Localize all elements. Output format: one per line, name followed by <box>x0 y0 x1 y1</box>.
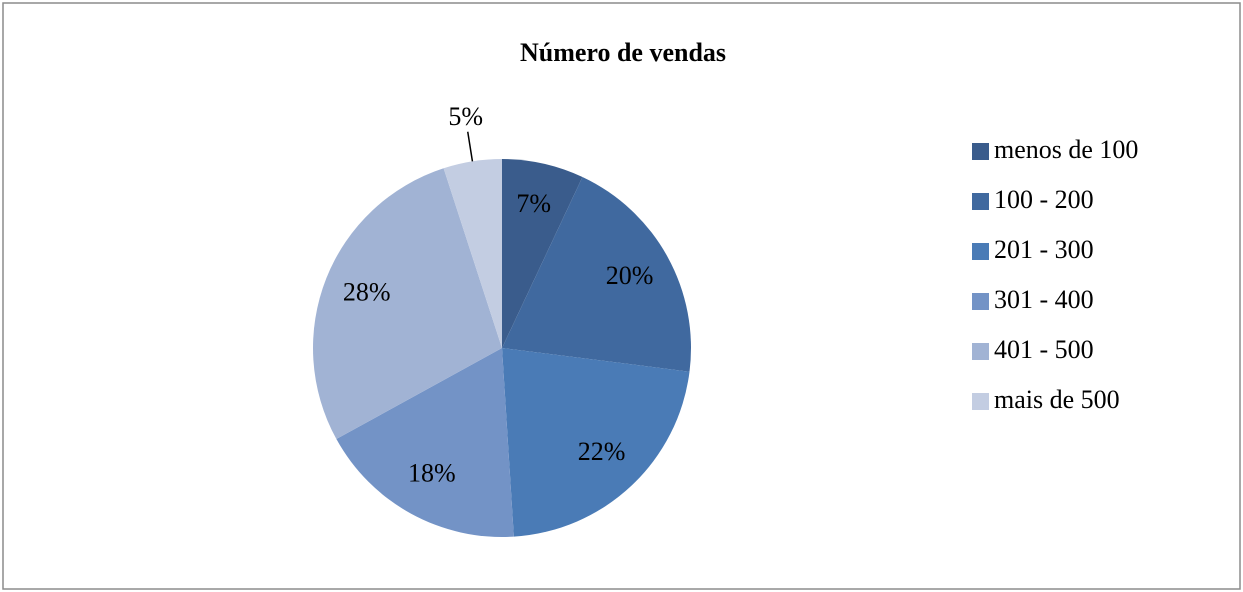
legend-swatch <box>972 293 989 310</box>
pie-slice <box>502 159 583 348</box>
legend-swatch <box>972 243 989 260</box>
legend-label: mais de 500 <box>994 385 1120 414</box>
data-label: 22% <box>578 437 626 466</box>
chart-title: Número de vendas <box>520 38 726 67</box>
legend-label: 401 - 500 <box>994 335 1094 364</box>
legend-label: 201 - 300 <box>994 235 1094 264</box>
pie-slice <box>502 176 692 372</box>
legend-swatch <box>972 143 989 160</box>
pie-slice <box>443 159 502 348</box>
pie-slice <box>502 348 690 537</box>
data-label: 7% <box>516 189 551 218</box>
legend-label: 100 - 200 <box>994 185 1094 214</box>
data-label: 20% <box>606 261 654 290</box>
legend-swatch <box>972 193 989 210</box>
data-label: 28% <box>343 277 391 306</box>
legend-swatch <box>972 393 989 410</box>
data-label: 18% <box>408 458 456 487</box>
legend-label: 301 - 400 <box>994 285 1094 314</box>
data-label: 5% <box>448 102 483 131</box>
legend-swatch <box>972 343 989 360</box>
pie-slice <box>312 168 502 440</box>
leader-line <box>467 131 474 162</box>
legend-label: menos de 100 <box>994 135 1138 164</box>
pie-slice <box>336 348 514 537</box>
